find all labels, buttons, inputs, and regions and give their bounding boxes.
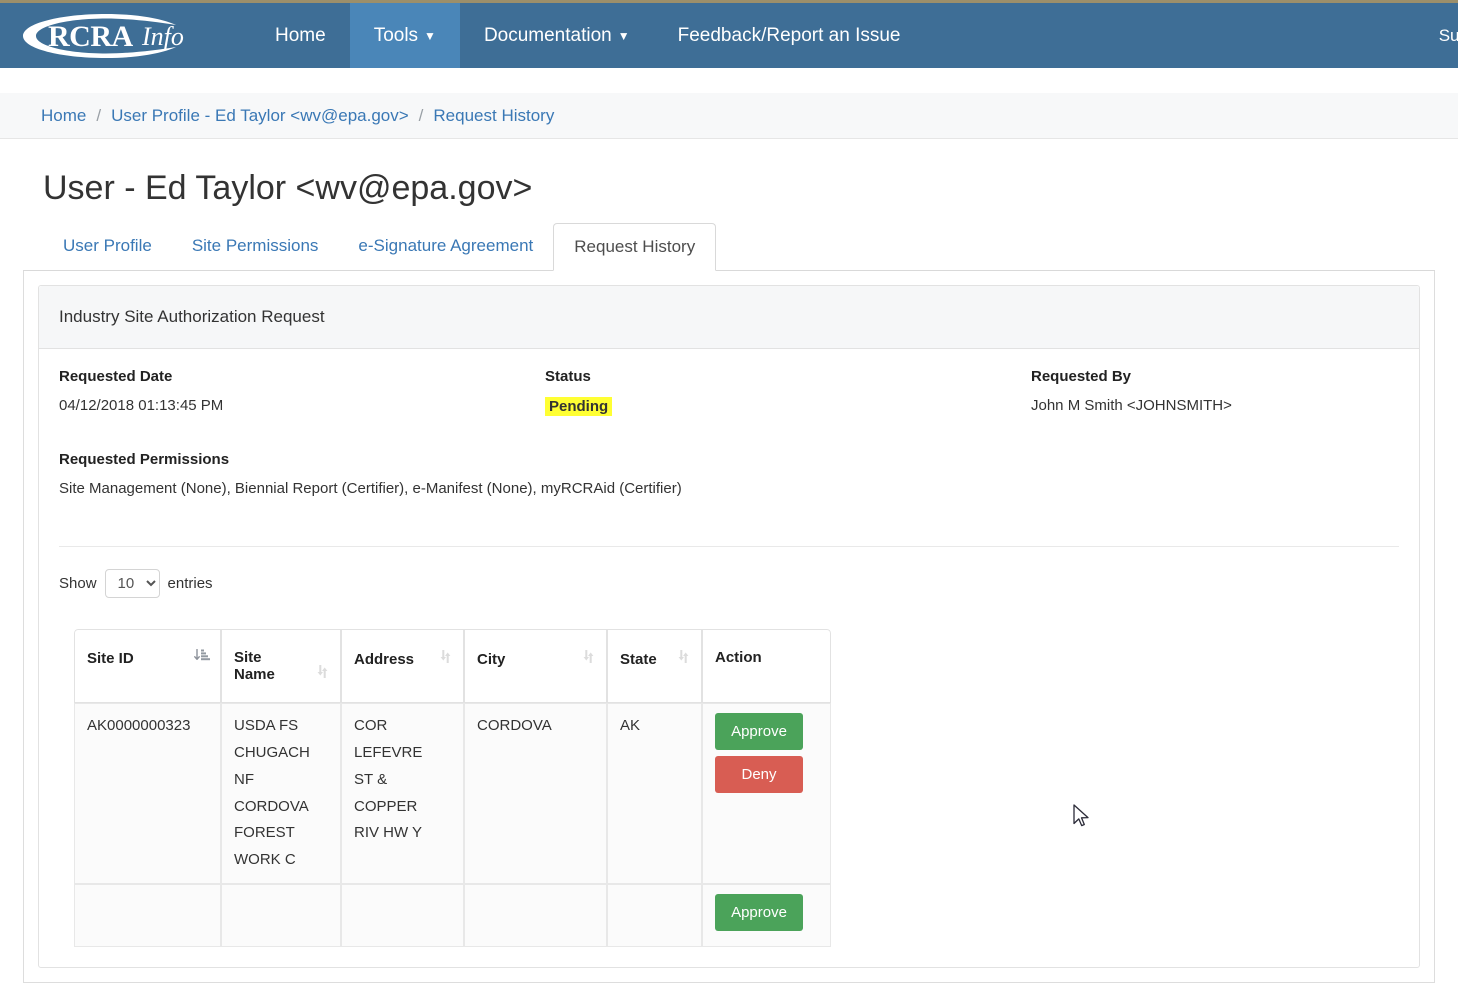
svg-text:RCRA: RCRA <box>48 20 133 53</box>
svg-text:Info: Info <box>141 22 184 51</box>
